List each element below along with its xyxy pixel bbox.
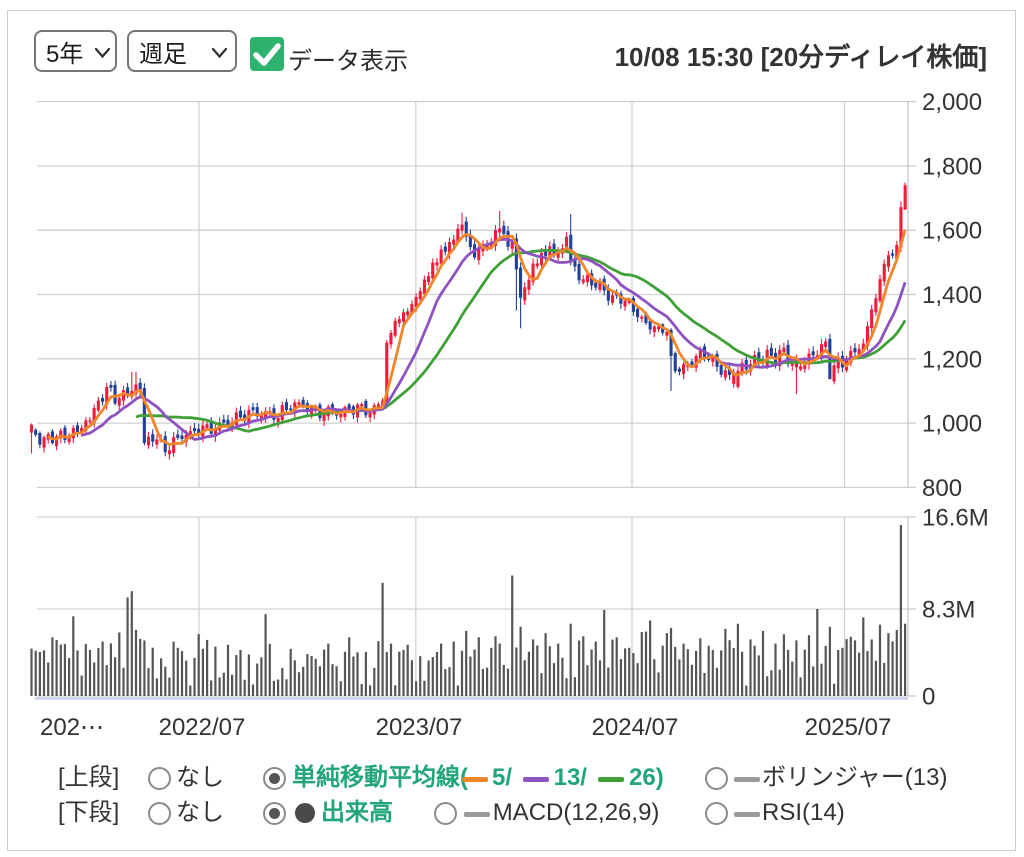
svg-text:2024/07: 2024/07 <box>592 714 679 741</box>
svg-text:1,600: 1,600 <box>922 218 982 245</box>
svg-text:16.6M: 16.6M <box>922 505 989 532</box>
svg-text:2025/07: 2025/07 <box>805 714 892 741</box>
svg-text:2,000: 2,000 <box>922 89 982 116</box>
svg-text:1,800: 1,800 <box>922 153 982 180</box>
svg-text:800: 800 <box>922 475 962 502</box>
svg-text:202⋯: 202⋯ <box>40 714 104 741</box>
svg-text:1,000: 1,000 <box>922 411 982 438</box>
svg-text:2023/07: 2023/07 <box>376 714 463 741</box>
svg-text:0: 0 <box>922 684 935 711</box>
svg-text:2022/07: 2022/07 <box>159 714 246 741</box>
svg-text:8.3M: 8.3M <box>922 597 975 624</box>
svg-text:1,200: 1,200 <box>922 346 982 373</box>
svg-text:1,400: 1,400 <box>922 282 982 309</box>
